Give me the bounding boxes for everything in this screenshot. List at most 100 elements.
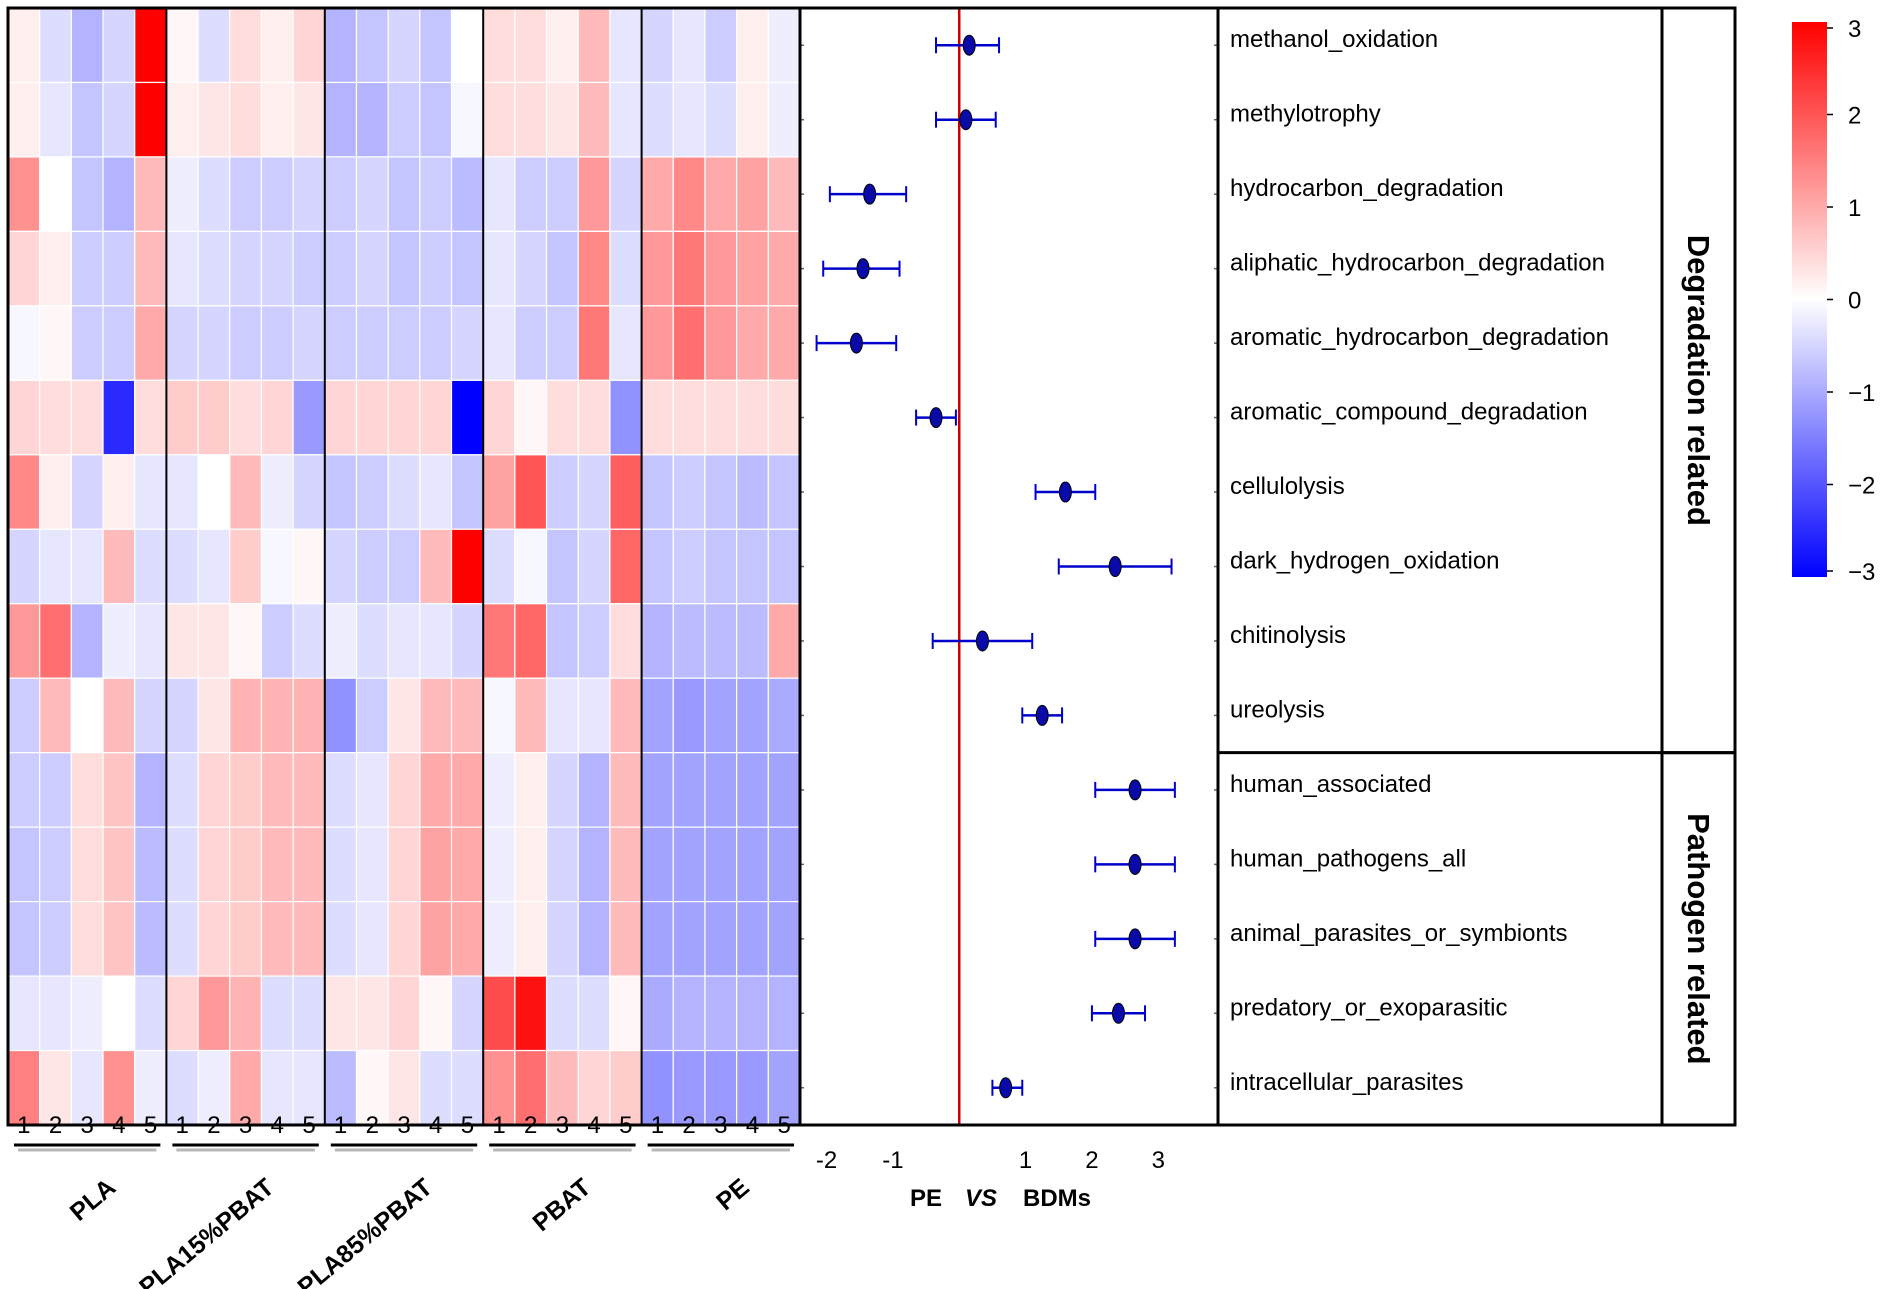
row-label: dark_hydrogen_oxidation — [1230, 548, 1500, 575]
column-tick-label: 1 — [176, 1112, 189, 1139]
heatmap-cell — [514, 230, 548, 307]
heatmap-cell — [229, 305, 263, 381]
row-label: aliphatic_hydrocarbon_degradation — [1230, 250, 1605, 277]
heatmap-cell — [197, 528, 231, 605]
heatmap-cell — [387, 677, 421, 754]
heatmap-cell — [577, 900, 611, 977]
heatmap-cell — [736, 677, 769, 754]
heatmap-cell — [577, 305, 611, 381]
heatmap-cell — [736, 752, 769, 828]
heatmap-cell — [640, 826, 674, 903]
heatmap-cell — [545, 677, 579, 754]
heatmap-cell — [355, 677, 389, 754]
heatmap-cell — [355, 7, 389, 84]
heatmap-cell — [419, 900, 453, 977]
heatmap-cell — [70, 454, 104, 530]
estimate-point — [962, 34, 976, 56]
heatmap-cell — [672, 752, 706, 828]
row-label: predatory_or_exoparasitic — [1230, 994, 1508, 1021]
heatmap-cell — [419, 528, 453, 605]
heatmap-cell — [324, 603, 358, 679]
heatmap-cell — [640, 230, 674, 307]
heatmap-cell — [767, 528, 801, 605]
heatmap-cell — [39, 1049, 72, 1126]
heatmap-cell — [292, 975, 326, 1052]
heatmap-cell — [419, 826, 453, 903]
heatmap-cell — [450, 900, 484, 977]
heatmap-cell — [704, 1049, 738, 1126]
heatmap-cell — [736, 454, 769, 530]
heatmap-cell — [609, 230, 643, 307]
heatmap-cell — [39, 603, 72, 679]
section-panels: Degradation related Pathogen related — [1218, 6, 1737, 1127]
heatmap-cell — [134, 975, 168, 1052]
heatmap-cell — [260, 7, 294, 84]
estimate-point — [849, 332, 863, 354]
heatmap-cell — [7, 81, 41, 158]
heatmap-cell — [609, 81, 643, 158]
heatmap-cell — [419, 603, 453, 679]
estimate-point — [1128, 853, 1142, 875]
heatmap-cell — [102, 7, 136, 84]
heatmap-cell — [514, 677, 548, 754]
column-tick-label: 2 — [524, 1112, 537, 1139]
heatmap-cell — [39, 752, 72, 828]
heatmap-cell — [39, 156, 72, 232]
heatmap-cell — [165, 379, 199, 456]
heatmap-cell — [672, 305, 706, 381]
heatmap-cell — [70, 81, 104, 158]
column-tick-label: 3 — [239, 1112, 252, 1139]
heatmap-cell — [736, 156, 769, 232]
x-tick-label: -1 — [882, 1147, 903, 1174]
heatmap-cell — [387, 900, 421, 977]
heatmap-cell — [482, 81, 516, 158]
heatmap-cell — [355, 230, 389, 307]
heatmap-cell — [355, 603, 389, 679]
heatmap-cell — [102, 826, 136, 903]
heatmap-cell — [102, 305, 136, 381]
heatmap-cell — [134, 305, 168, 381]
heatmap-cell — [545, 752, 579, 828]
heatmap-cell — [134, 677, 168, 754]
heatmap-cell — [39, 900, 72, 977]
heatmap-cell — [609, 305, 643, 381]
heatmap-cell — [355, 752, 389, 828]
heatmap-cell — [482, 975, 516, 1052]
heatmap-cell — [482, 156, 516, 232]
heatmap-cell — [292, 81, 326, 158]
row-label: chitinolysis — [1230, 622, 1346, 649]
heatmap-cell — [450, 528, 484, 605]
heatmap-cell — [704, 379, 738, 456]
heatmap-cell — [640, 975, 674, 1052]
heatmap-cell — [514, 379, 548, 456]
heatmap-cell — [450, 975, 484, 1052]
colorbar-gradient — [1792, 22, 1827, 577]
column-tick-label: 2 — [207, 1112, 220, 1139]
heatmap-cell — [545, 230, 579, 307]
heatmap-cell — [640, 900, 674, 977]
heatmap-cell — [197, 900, 231, 977]
heatmap-cell — [545, 603, 579, 679]
heatmap-cell — [165, 752, 199, 828]
column-tick-label: 3 — [714, 1112, 727, 1139]
heatmap-cell — [672, 230, 706, 307]
estimate-point — [929, 407, 943, 429]
heatmap-cell — [609, 528, 643, 605]
heatmap-cell — [324, 7, 358, 84]
heatmap-cell — [672, 528, 706, 605]
heatmap-cell — [7, 7, 41, 84]
heatmap-cell — [134, 156, 168, 232]
heatmap-cell — [482, 826, 516, 903]
heatmap-cell — [514, 81, 548, 158]
heatmap-cell — [672, 975, 706, 1052]
heatmap-cell — [197, 603, 231, 679]
heatmap-cell — [197, 7, 231, 84]
heatmap-cell — [165, 81, 199, 158]
heatmap-cell — [387, 7, 421, 84]
heatmap-cell — [419, 454, 453, 530]
heatmap-cell — [387, 975, 421, 1052]
heatmap-cell — [197, 81, 231, 158]
group-label: PLA15%PBAT — [134, 1173, 279, 1289]
row-label: methanol_oxidation — [1230, 26, 1438, 53]
column-tick-label: 3 — [397, 1112, 410, 1139]
